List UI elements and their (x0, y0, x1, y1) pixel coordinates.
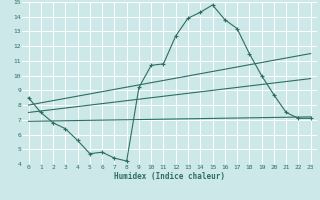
X-axis label: Humidex (Indice chaleur): Humidex (Indice chaleur) (114, 172, 225, 181)
